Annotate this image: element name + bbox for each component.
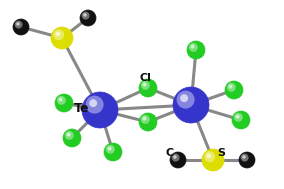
Circle shape bbox=[206, 153, 211, 158]
Circle shape bbox=[227, 83, 236, 92]
Circle shape bbox=[85, 96, 104, 114]
Circle shape bbox=[16, 22, 20, 26]
Circle shape bbox=[82, 12, 89, 20]
Circle shape bbox=[241, 154, 248, 162]
Circle shape bbox=[225, 81, 243, 99]
Circle shape bbox=[234, 113, 243, 122]
Circle shape bbox=[189, 43, 198, 52]
Circle shape bbox=[82, 92, 118, 128]
Text: Cl: Cl bbox=[139, 73, 151, 83]
Circle shape bbox=[59, 98, 62, 101]
Circle shape bbox=[229, 85, 233, 89]
Circle shape bbox=[236, 115, 240, 119]
Circle shape bbox=[89, 99, 97, 107]
Circle shape bbox=[104, 143, 122, 161]
Circle shape bbox=[14, 21, 23, 29]
Circle shape bbox=[202, 149, 224, 171]
Circle shape bbox=[180, 94, 188, 102]
Circle shape bbox=[53, 29, 64, 40]
Circle shape bbox=[51, 27, 73, 49]
Circle shape bbox=[65, 131, 74, 140]
Text: S: S bbox=[217, 148, 225, 158]
Circle shape bbox=[139, 113, 157, 131]
Circle shape bbox=[143, 117, 147, 121]
Circle shape bbox=[63, 129, 81, 147]
Circle shape bbox=[13, 19, 29, 35]
Circle shape bbox=[108, 147, 112, 151]
Circle shape bbox=[80, 10, 96, 26]
Circle shape bbox=[239, 152, 255, 168]
Circle shape bbox=[242, 155, 246, 159]
Circle shape bbox=[177, 91, 195, 109]
Circle shape bbox=[55, 94, 73, 112]
Circle shape bbox=[106, 145, 115, 154]
Circle shape bbox=[204, 151, 215, 162]
Circle shape bbox=[57, 96, 66, 105]
Circle shape bbox=[172, 154, 179, 162]
Circle shape bbox=[83, 13, 87, 17]
Circle shape bbox=[170, 152, 186, 168]
Circle shape bbox=[232, 111, 250, 129]
Circle shape bbox=[141, 81, 150, 90]
Circle shape bbox=[191, 45, 195, 49]
Text: Te: Te bbox=[74, 102, 90, 115]
Circle shape bbox=[141, 115, 150, 124]
Circle shape bbox=[143, 83, 147, 87]
Circle shape bbox=[173, 87, 209, 123]
Circle shape bbox=[173, 155, 177, 159]
Circle shape bbox=[67, 133, 70, 137]
Circle shape bbox=[187, 41, 205, 59]
Text: C: C bbox=[166, 148, 174, 158]
Circle shape bbox=[55, 31, 60, 36]
Circle shape bbox=[139, 79, 157, 97]
